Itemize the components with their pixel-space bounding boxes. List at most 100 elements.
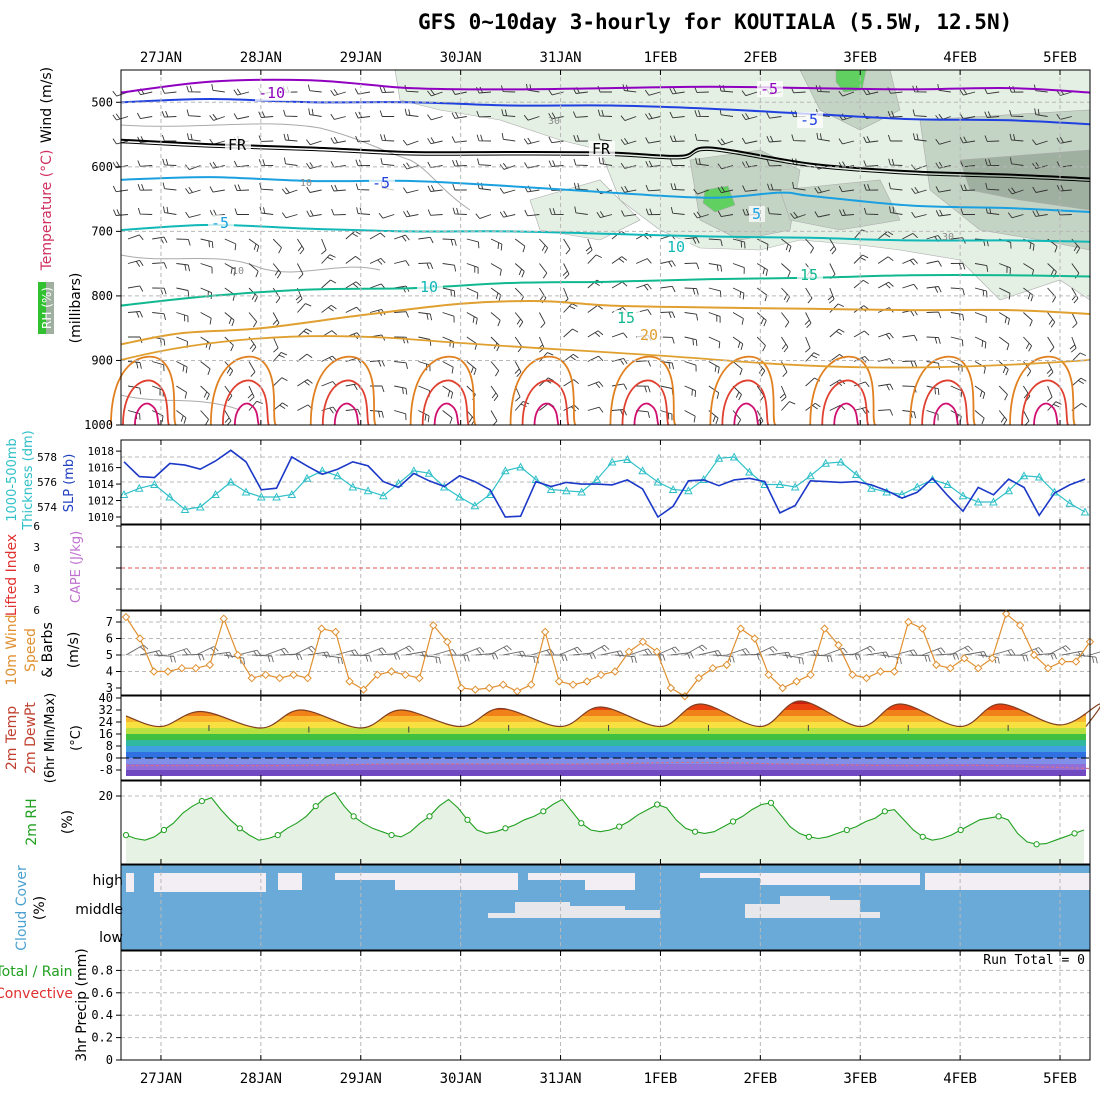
wind-barb (1032, 139, 1048, 146)
wind-speed-marker (457, 683, 466, 693)
wind-barb (306, 139, 322, 146)
wind-barb (209, 186, 225, 193)
thickness-tick-label: 576 (37, 476, 57, 489)
wind-speed-marker (1029, 650, 1039, 660)
thickness-line (123, 456, 1086, 513)
thickness-marker (1065, 498, 1075, 507)
wind-barb (781, 312, 790, 328)
wind-barb (757, 238, 769, 251)
wind-barb (442, 263, 457, 272)
isotherm-label: 15 (800, 266, 818, 284)
wind-barb (829, 328, 845, 338)
wind-barb (321, 254, 336, 264)
wind-barb (717, 163, 734, 170)
wind-speed-ytick-label: 4 (106, 665, 113, 679)
wind-speed-ytick-label: 6 (106, 632, 113, 646)
wind-barb (272, 402, 289, 411)
surface-wind-barb (461, 647, 485, 656)
isotherm-label: FR (592, 140, 611, 158)
wind-barb (935, 186, 951, 193)
wind-barb (345, 281, 362, 289)
wind-speed-marker (289, 670, 298, 680)
wind-barb (537, 336, 545, 353)
wind-barb (394, 260, 410, 267)
slp-tick-label: 1016 (88, 462, 115, 475)
wind-barb (732, 361, 743, 376)
high-cloud-gap (585, 873, 635, 890)
wind-barb (283, 109, 298, 117)
wind-barb (611, 332, 628, 339)
surface-wind-barb (391, 645, 415, 656)
wind-barb (693, 211, 709, 219)
thickness-marker (470, 501, 480, 510)
wind-barb (112, 113, 129, 121)
wind-barb (877, 231, 894, 240)
surface-wind-barb (223, 654, 246, 665)
isotherm-30-loop (521, 379, 570, 426)
rh-marker (1033, 841, 1040, 848)
wind-barb (1071, 312, 1078, 329)
wind-barb (779, 385, 787, 402)
wind-barb (708, 287, 722, 298)
wind-barb (889, 206, 903, 215)
surface-wind-barb (545, 654, 568, 662)
surface-wind-barb (349, 654, 372, 662)
wind-speed-marker (471, 685, 480, 694)
wind-barb (984, 135, 1000, 142)
precipitation-grid (121, 951, 1090, 1060)
wind-barb (524, 209, 540, 217)
wind-barb (877, 281, 894, 289)
wind-barb (587, 381, 604, 389)
rh-contour-label: 30 (548, 116, 560, 127)
wind-barb (974, 385, 986, 400)
wind-barb (394, 234, 410, 242)
wind-speed-marker (722, 660, 731, 670)
wind-barb (137, 184, 153, 191)
wind-barb (127, 234, 144, 241)
thickness-marker (455, 492, 464, 501)
wind-barb (113, 209, 129, 216)
wind-barb (427, 209, 443, 216)
surface-wind-barb (1019, 647, 1044, 656)
wind-barb (211, 84, 225, 93)
wind-barb (306, 162, 322, 170)
lifted-index-tick-label: 3 (33, 541, 40, 554)
temperature-band (126, 710, 1086, 716)
isotherm--5 (120, 97, 1091, 126)
wind-barb (176, 238, 191, 246)
wind-barb (708, 361, 720, 374)
wind-barb (573, 182, 588, 191)
wind-speed-marker (946, 663, 955, 673)
wind-barb (1071, 377, 1087, 387)
wind-barb (185, 187, 201, 194)
wind-speed-marker (233, 650, 242, 660)
slp-tick-label: 1018 (88, 445, 115, 458)
wind-barb (645, 184, 661, 192)
wind-barb (354, 111, 371, 119)
wind-barb (442, 312, 455, 323)
isotherm-15 (120, 273, 1091, 307)
isotherm-30-loop (921, 379, 969, 426)
wind-barb (490, 263, 502, 276)
wind-speed-marker (1001, 609, 1011, 618)
rh-marker (388, 832, 395, 839)
wind-barb (321, 238, 327, 255)
wind-barb (644, 89, 661, 96)
wind-speed-marker (876, 667, 885, 676)
slp-tick-label: 1014 (88, 478, 115, 491)
isotherm-30-loop (621, 379, 670, 426)
wind-barb (684, 410, 696, 423)
surface-wind-barb (573, 652, 597, 660)
wind-barb (781, 401, 796, 411)
isotherm-25-loop (409, 355, 477, 426)
thickness-marker (333, 471, 342, 480)
middle-cloud-gap (488, 913, 515, 918)
wind-axis-label-4: (m/s) (66, 632, 82, 669)
wind-barb (781, 361, 788, 378)
isotherm-25-loop (1009, 355, 1076, 426)
wind-barb (281, 212, 298, 219)
wind-barb (297, 303, 312, 313)
wind-barb (732, 263, 745, 274)
wind-barb (452, 207, 467, 215)
